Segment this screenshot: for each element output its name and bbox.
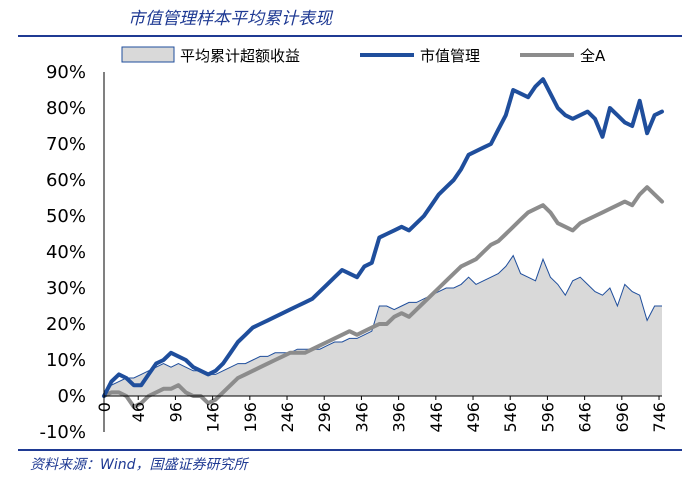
y-tick-label: 80%: [46, 98, 86, 119]
x-tick-label: 146: [204, 402, 223, 433]
y-tick-label: 70%: [46, 134, 86, 155]
source-rule: [18, 449, 682, 451]
x-tick-label: 396: [390, 402, 409, 433]
y-tick-label: 90%: [46, 62, 86, 83]
x-tick-label: 696: [613, 402, 632, 433]
x-tick-label: 646: [576, 402, 595, 433]
y-tick-label: 0%: [57, 386, 86, 407]
x-tick-label: 246: [278, 402, 297, 433]
x-tick-label: 346: [352, 402, 371, 433]
x-tick-label: 96: [166, 402, 185, 422]
legend-label-excess: 平均累计超额收益: [180, 47, 300, 65]
legend: 平均累计超额收益 市值管理 全A: [121, 46, 606, 65]
title-rule: [18, 35, 682, 37]
y-tick-label: -10%: [39, 422, 86, 443]
x-tick-label: 746: [650, 402, 669, 433]
x-tick-label: 46: [129, 402, 148, 422]
legend-label-all-a: 全A: [580, 47, 606, 65]
y-tick-label: 60%: [46, 170, 86, 191]
x-tick-label: 496: [464, 402, 483, 433]
axes: [103, 72, 662, 432]
x-tick-label: 196: [241, 402, 260, 433]
x-tick-label: 446: [427, 402, 446, 433]
y-tick-label: 40%: [46, 242, 86, 263]
y-tick-label: 20%: [46, 314, 86, 335]
y-tick-label: 30%: [46, 278, 86, 299]
x-tick-label: 296: [315, 402, 334, 433]
y-tick-label: 10%: [46, 350, 86, 371]
y-tick-label: 50%: [46, 206, 86, 227]
x-tick-label: 546: [501, 402, 520, 433]
x-tick-label: 0: [95, 402, 114, 412]
y-axis-ticks: -10% 0% 10% 20% 30% 40% 50% 60% 70% 80% 90%: [39, 62, 86, 443]
x-tick-label: 596: [538, 402, 557, 433]
legend-label-market-cap: 市值管理: [420, 47, 480, 65]
chart-title: 市值管理样本平均累计表现: [128, 9, 332, 29]
series-market-cap-line: [102, 77, 664, 398]
legend-swatch-excess: [121, 46, 175, 63]
source-note: 资料来源：Wind，国盛证券研究所: [30, 457, 248, 473]
x-axis-ticks: 0 46 96 146 196 246 296 346 396 446 496 546 596 646 69…: [95, 396, 669, 433]
plot-area: [102, 77, 664, 409]
